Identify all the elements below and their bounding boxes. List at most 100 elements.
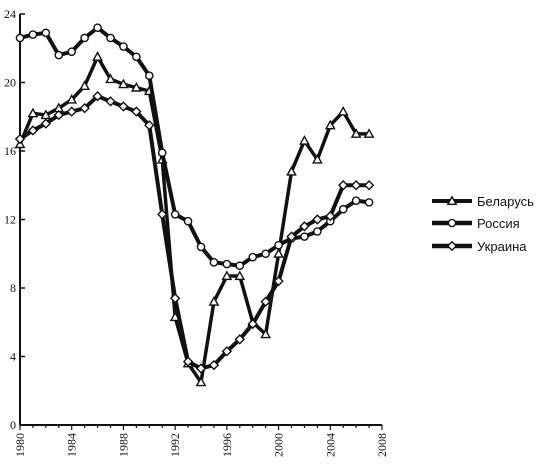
data-point bbox=[80, 33, 89, 43]
y-tick-label: 12 bbox=[4, 213, 16, 227]
data-point bbox=[364, 198, 374, 207]
data-point bbox=[119, 42, 128, 51]
data-point bbox=[208, 359, 220, 371]
data-point bbox=[40, 118, 52, 129]
x-ticks: 1980 1984 1988 1992 1996 2000 2004 2008 bbox=[13, 425, 389, 457]
data-point bbox=[350, 180, 362, 191]
data-point bbox=[132, 52, 141, 62]
data-point bbox=[260, 296, 271, 307]
data-point bbox=[209, 258, 219, 267]
legend-swatch-marker bbox=[446, 240, 458, 252]
x-tick-label: 1988 bbox=[116, 433, 130, 457]
data-point bbox=[312, 214, 323, 225]
data-point bbox=[299, 135, 310, 145]
series-diamond bbox=[14, 91, 375, 374]
data-point bbox=[28, 30, 38, 39]
y-tick-label: 8 bbox=[10, 281, 16, 295]
data-point bbox=[105, 96, 116, 107]
data-point bbox=[169, 293, 181, 304]
data-point bbox=[313, 227, 322, 236]
series-line bbox=[19, 25, 370, 268]
data-point bbox=[157, 209, 168, 220]
data-point bbox=[273, 248, 284, 258]
data-point bbox=[311, 153, 323, 164]
x-tick-label: 2004 bbox=[323, 433, 337, 457]
y-tick-label: 24 bbox=[4, 7, 16, 21]
data-point bbox=[15, 33, 25, 43]
data-point bbox=[41, 28, 51, 38]
data-point bbox=[286, 231, 297, 242]
x-tick-label: 1984 bbox=[65, 433, 79, 457]
data-point bbox=[363, 180, 375, 191]
series-line bbox=[18, 55, 370, 384]
data-point bbox=[325, 210, 336, 222]
x-tick-label: 2000 bbox=[272, 433, 286, 457]
data-point bbox=[221, 346, 233, 357]
data-point bbox=[66, 93, 78, 104]
y-ticks: 0 4 8 12 16 20 24 bbox=[4, 7, 25, 432]
data-point bbox=[222, 259, 232, 269]
data-point bbox=[337, 105, 349, 116]
data-point bbox=[79, 102, 90, 114]
data-point bbox=[235, 261, 245, 271]
data-point bbox=[130, 81, 142, 92]
legend: Беларусь Россия Украина bbox=[432, 194, 534, 254]
y-tick-label: 0 bbox=[10, 418, 16, 432]
data-point bbox=[196, 242, 206, 252]
data-point bbox=[324, 119, 336, 130]
data-point bbox=[300, 232, 309, 241]
data-point bbox=[234, 270, 246, 281]
x-tick-label: 1996 bbox=[220, 433, 234, 457]
x-tick-label: 1980 bbox=[13, 433, 27, 457]
data-point bbox=[350, 128, 362, 138]
data-point bbox=[363, 128, 375, 138]
data-point bbox=[92, 51, 103, 61]
data-point bbox=[144, 71, 154, 80]
data-point bbox=[182, 356, 194, 367]
legend-item: Россия bbox=[432, 216, 520, 231]
data-point bbox=[170, 210, 180, 219]
legend-item: Беларусь bbox=[432, 194, 534, 209]
data-point bbox=[53, 109, 64, 121]
data-point bbox=[14, 133, 26, 145]
data-point bbox=[183, 216, 193, 226]
legend-swatch-marker bbox=[447, 218, 457, 228]
data-point bbox=[131, 106, 142, 117]
data-point bbox=[79, 80, 91, 90]
data-point bbox=[273, 275, 284, 287]
data-point bbox=[338, 180, 349, 191]
data-point bbox=[118, 78, 129, 89]
x-tick-label: 1992 bbox=[168, 433, 182, 457]
data-point bbox=[54, 50, 64, 60]
data-point bbox=[274, 240, 283, 250]
data-point bbox=[208, 296, 220, 306]
legend-label: Украина bbox=[477, 239, 527, 254]
legend-item: Украина bbox=[432, 239, 527, 254]
data-point bbox=[157, 148, 167, 158]
data-point bbox=[144, 120, 155, 131]
y-tick-label: 20 bbox=[4, 76, 16, 90]
data-point bbox=[195, 363, 207, 374]
data-point bbox=[27, 107, 39, 118]
data-point bbox=[67, 47, 77, 56]
data-point bbox=[66, 106, 77, 117]
data-point bbox=[260, 328, 272, 339]
data-point bbox=[195, 376, 207, 387]
data-point bbox=[106, 33, 115, 43]
legend-label: Беларусь bbox=[477, 194, 534, 209]
data-point bbox=[261, 249, 270, 259]
data-point bbox=[338, 204, 348, 214]
series-circle bbox=[15, 23, 374, 271]
legend-label: Россия bbox=[477, 216, 520, 231]
data-point bbox=[286, 165, 297, 176]
data-point bbox=[40, 109, 52, 120]
data-point bbox=[93, 23, 102, 33]
data-point bbox=[234, 334, 245, 345]
series-layer bbox=[14, 23, 375, 387]
data-point bbox=[299, 221, 310, 232]
series-line bbox=[18, 94, 370, 371]
data-point bbox=[247, 318, 258, 330]
data-point bbox=[92, 91, 103, 102]
data-point bbox=[105, 73, 116, 84]
